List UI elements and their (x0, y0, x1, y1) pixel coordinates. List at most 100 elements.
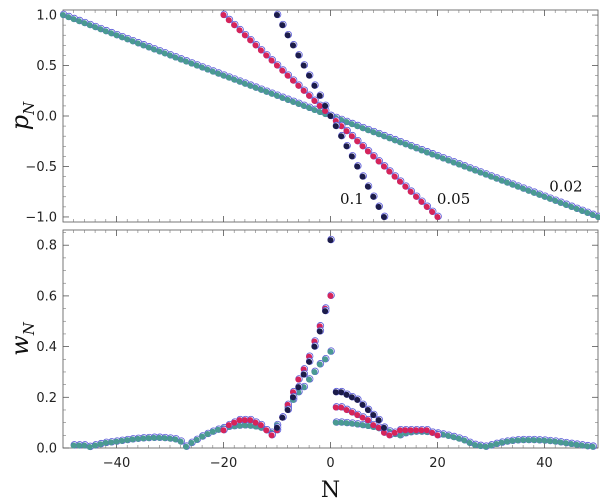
data-point-0_05 (348, 131, 357, 140)
data-point-0_05 (284, 71, 292, 79)
data-point-0_05 (311, 96, 319, 104)
data-point-0_02 (327, 347, 335, 355)
data-point-0_02 (461, 436, 469, 444)
data-point-0_05 (257, 420, 266, 429)
data-point-0_02 (215, 69, 223, 77)
y-tick-label: −1.0 (25, 210, 57, 225)
data-point-0_02 (108, 28, 116, 37)
data-point-0_02 (418, 146, 426, 154)
data-point-0_1 (316, 91, 325, 99)
data-point-0_1 (289, 393, 298, 401)
data-point-0_02 (198, 63, 207, 71)
data-point-0_02 (471, 440, 480, 449)
y-axis-label: pN (6, 101, 38, 130)
data-point-0_05 (354, 136, 362, 145)
data-point-0_05 (252, 41, 260, 49)
data-point-0_05 (375, 157, 383, 165)
data-point-0_05 (434, 431, 442, 439)
data-point-0_02 (578, 206, 587, 214)
data-point-0_05 (268, 431, 276, 439)
data-point-0_1 (284, 30, 292, 39)
data-point-0_02 (359, 123, 367, 132)
data-point-0_1 (327, 235, 335, 244)
data-point-0_02 (129, 435, 137, 443)
data-point-0_1 (380, 212, 389, 221)
data-point-0_05 (343, 126, 351, 135)
data-point-0_1 (295, 382, 303, 391)
data-point-0_02 (209, 67, 218, 75)
bottom-plot-frame (62, 229, 599, 449)
data-point-0_02 (380, 131, 389, 140)
data-point-0_02 (338, 418, 346, 426)
data-point-0_05 (225, 420, 234, 429)
data-point-0_1 (306, 357, 314, 365)
data-point-0_02 (589, 442, 597, 450)
data-point-0_02 (102, 26, 111, 35)
data-point-0_02 (215, 425, 223, 433)
data-point-0_05 (413, 192, 421, 200)
data-point-0_05 (386, 167, 394, 175)
data-point-0_05 (423, 425, 432, 434)
data-point-0_05 (268, 56, 276, 64)
y-axis-label-subscript: N (20, 321, 38, 336)
y-axis-label-main: p (6, 115, 34, 130)
x-axis-label: N (321, 478, 340, 503)
data-point-0_05 (391, 428, 399, 436)
data-point-0_02 (247, 81, 255, 89)
data-point-0_05 (434, 212, 442, 221)
data-point-0_02 (557, 198, 565, 206)
x-tick-label: −40 (103, 456, 130, 471)
data-point-0_02 (466, 164, 474, 172)
data-point-0_02 (124, 34, 132, 43)
data-point-0_05 (418, 197, 426, 205)
data-point-0_1 (370, 192, 378, 200)
data-point-0_02 (65, 12, 73, 21)
data-point-0_05 (402, 182, 410, 190)
data-point-0_02 (477, 441, 485, 450)
data-point-0_1 (279, 20, 287, 29)
data-point-0_05 (295, 81, 303, 89)
data-point-0_05 (380, 162, 389, 170)
data-point-0_05 (300, 86, 309, 94)
data-point-0_02 (177, 55, 185, 63)
data-point-0_02 (300, 382, 309, 391)
data-point-0_02 (557, 438, 565, 446)
data-point-0_02 (113, 30, 121, 39)
x-tick-label: 40 (536, 456, 553, 471)
data-point-0_1 (348, 152, 357, 160)
data-point-0_02 (193, 61, 202, 69)
data-point-0_02 (81, 441, 89, 449)
data-point-0_1 (370, 410, 378, 419)
data-point-0_02 (503, 437, 512, 445)
data-point-0_05 (359, 413, 367, 421)
data-point-0_02 (396, 137, 405, 146)
data-point-0_05 (247, 35, 255, 44)
data-point-0_1 (289, 41, 298, 49)
data-point-0_02 (568, 439, 576, 448)
data-point-0_02 (482, 442, 490, 450)
curve-label: 0.1 (340, 190, 364, 208)
y-tick-label: 0.2 (36, 391, 57, 406)
data-point-0_02 (59, 10, 68, 19)
data-point-0_1 (300, 370, 309, 378)
data-point-0_1 (380, 423, 389, 431)
data-point-0_02 (81, 18, 89, 27)
data-point-0_02 (188, 59, 196, 67)
data-point-0_1 (359, 172, 367, 180)
data-point-0_02 (188, 438, 196, 447)
x-tick-label: 20 (429, 456, 446, 471)
data-point-0_1 (316, 327, 325, 335)
data-point-0_05 (391, 172, 399, 180)
data-point-0_1 (332, 387, 341, 396)
data-point-0_1 (375, 202, 383, 210)
x-tick-label: −20 (210, 456, 237, 471)
data-point-0_02 (482, 170, 490, 178)
y-tick-label: −0.5 (25, 160, 57, 175)
data-point-0_1 (354, 162, 362, 170)
data-point-0_02 (306, 103, 314, 112)
data-point-0_02 (70, 14, 78, 23)
data-point-0_1 (306, 71, 314, 79)
data-point-0_02 (134, 39, 143, 47)
data-point-0_02 (498, 176, 506, 184)
data-point-0_05 (279, 66, 287, 74)
